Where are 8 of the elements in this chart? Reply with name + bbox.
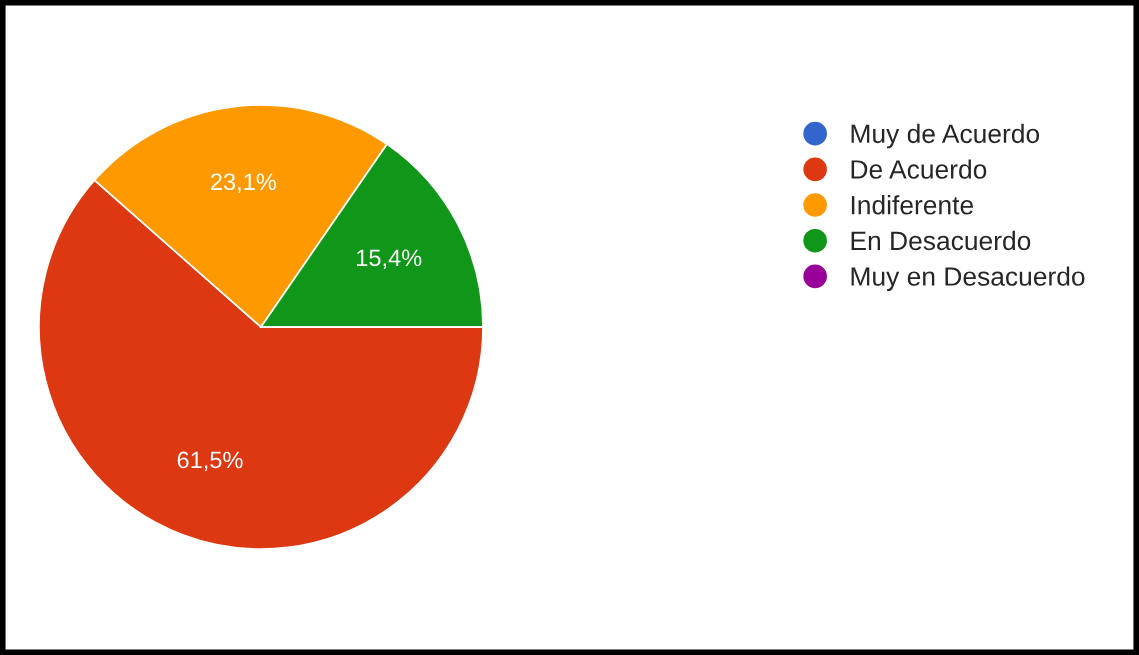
legend-label: Muy de Acuerdo [851,123,1040,149]
legend-label: De Acuerdo [851,159,987,179]
data-label: 15,4% [357,249,422,270]
data-label: 61,5% [177,451,243,472]
legend-label: Indiferente [851,195,973,215]
data-label: 23,1% [211,173,276,193]
legend-label: Muy en Desacuerdo [851,266,1085,292]
legend-label: En Desacuerdo [851,230,1031,251]
